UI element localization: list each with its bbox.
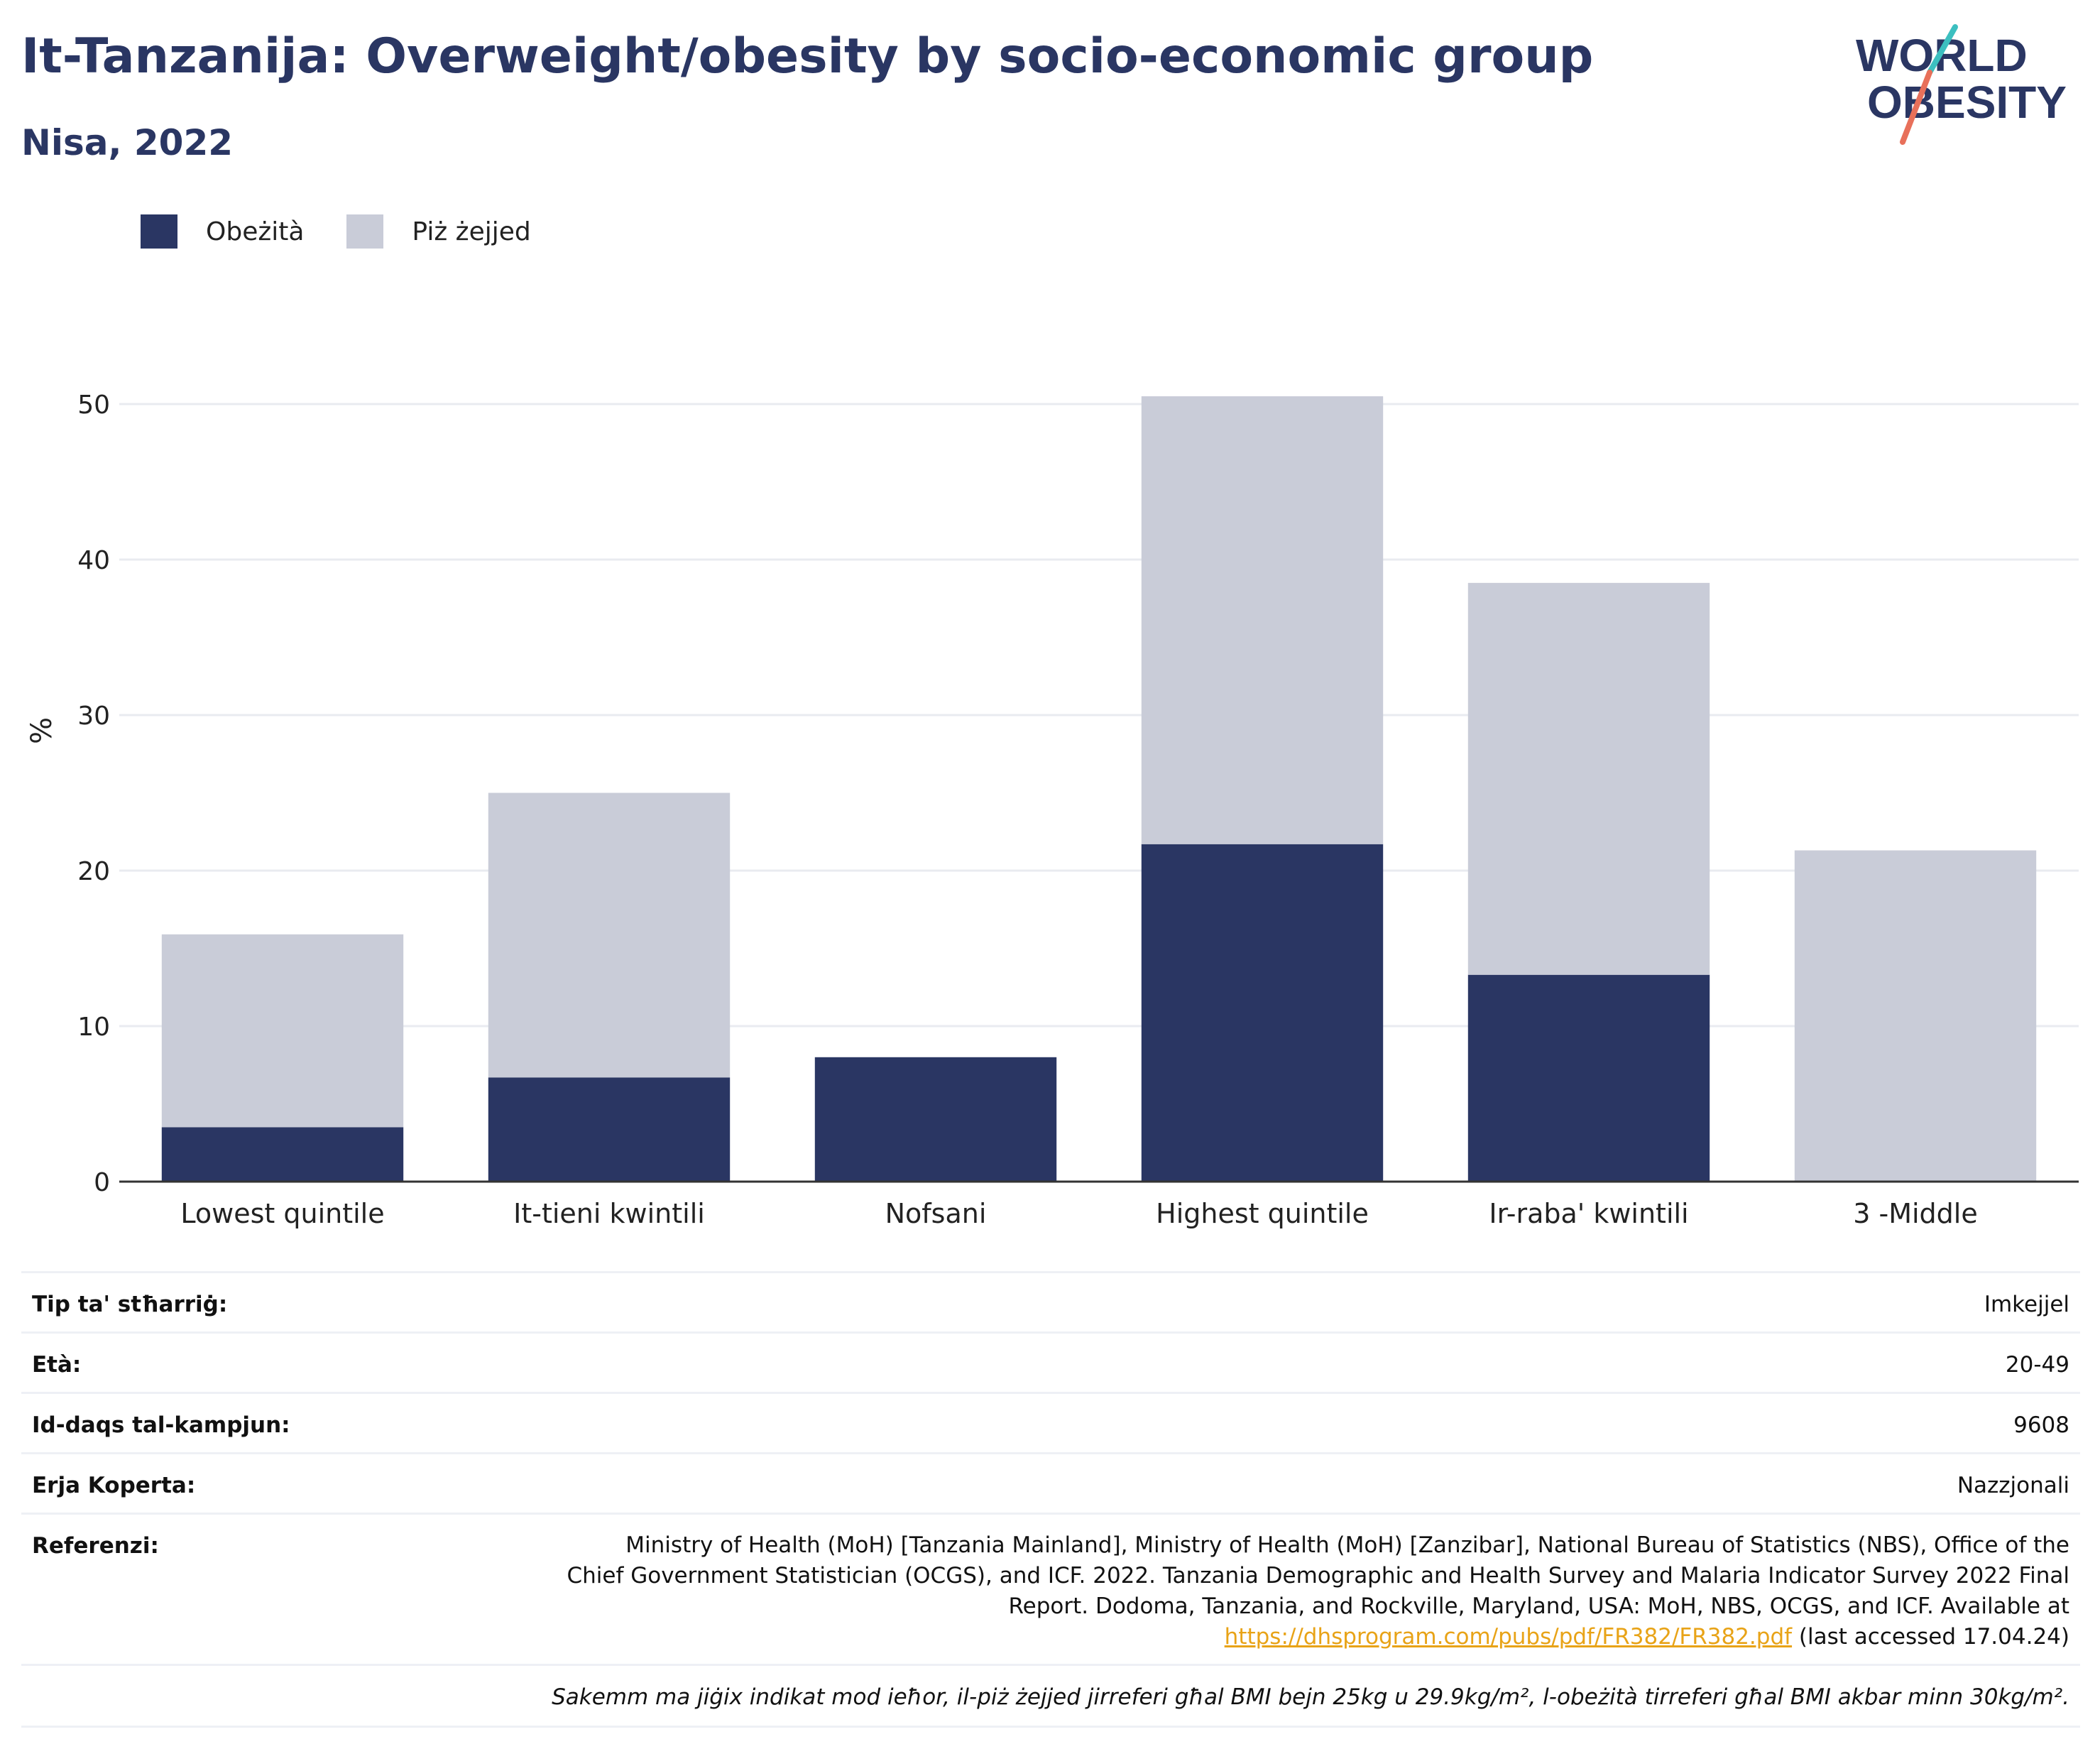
legend-label-obesity: Obeżità [206,217,305,246]
info-row-age: Età: 20-49 [21,1331,2080,1392]
x-tick-label: Lowest quintile [180,1198,384,1229]
page-subtitle: Nisa, 2022 [21,122,234,163]
x-tick-label: Ir-raba' kwintili [1489,1198,1688,1229]
info-table: Tip ta' stħarriġ: Imkejjel Età: 20-49 Id… [21,1271,2080,1728]
logo-accent-teal [1927,24,1958,75]
world-obesity-logo: WORLD OBESITY [1846,21,2087,149]
bar-overweight [1141,396,1384,844]
sample-size-value: 9608 [2013,1412,2069,1438]
sample-type-value: Imkejjel [1984,1292,2069,1317]
y-tick-label: 10 [77,1013,110,1042]
bar-obesity [488,1077,731,1182]
legend-swatch-obesity [141,214,177,249]
references-accessed: (last accessed 17.04.24) [1798,1624,2069,1650]
y-tick-label: 40 [77,546,110,575]
footnote-text: Sakemm ma jiġix indikat mod ieħor, il-pi… [552,1684,2069,1710]
x-tick-label: 3 -Middle [1853,1198,1978,1229]
y-tick-label: 50 [77,391,110,420]
bar-overweight [1794,850,2037,1182]
bar-overweight [488,792,731,1078]
legend-item-obesity: Obeżità [141,214,304,249]
sample-size-label: Id-daqs tal-kampjun: [32,1412,290,1438]
coverage-value: Nazzjonali [1957,1473,2069,1498]
references-text: Ministry of Health (MoH) [Tanzania Mainl… [567,1532,2069,1619]
bar-obesity [814,1057,1057,1182]
bar-overweight [1467,582,1710,975]
legend-label-overweight: Piż żejjed [412,217,531,246]
coverage-label: Erja Koperta: [32,1473,196,1498]
y-tick-label: 20 [77,857,110,886]
references-label: Referenzi: [32,1533,159,1559]
y-tick-label: 30 [77,702,110,731]
bar-obesity [1467,974,1710,1182]
sample-type-label: Tip ta' stħarriġ: [32,1292,228,1317]
info-row-footnote: Sakemm ma jiġix indikat mod ieħor, il-pi… [21,1664,2080,1728]
references-link[interactable]: https://dhsprogram.com/pubs/pdf/FR382/FR… [1224,1624,1793,1650]
legend-swatch-overweight [346,214,384,249]
info-row-sample-size: Id-daqs tal-kampjun: 9608 [21,1392,2080,1452]
info-row-coverage: Erja Koperta: Nazzjonali [21,1452,2080,1513]
chart-legend: Obeżità Piż żejjed [141,213,574,250]
x-tick-label: Highest quintile [1156,1198,1369,1229]
x-tick-label: It-tieni kwintili [513,1198,705,1229]
references-value: Ministry of Health (MoH) [Tanzania Mainl… [564,1530,2069,1652]
info-row-references: Referenzi: Ministry of Health (MoH) [Tan… [21,1513,2080,1664]
x-tick-label: Nofsani [885,1198,987,1229]
y-tick-label: 0 [94,1168,110,1197]
age-label: Età: [32,1352,82,1378]
legend-item-overweight: Piż żejjed [346,214,531,249]
logo-line-2: OBESITY [1867,77,2067,128]
stacked-bar-chart: 0 10 20 30 40 50% Lowest quintile It-tieni kwin… [26,391,2079,1229]
bar-obesity [161,1127,404,1182]
y-axis-title: % [26,717,58,744]
bar-overweight [161,934,404,1128]
age-value: 20-49 [2005,1352,2069,1378]
logo-accent-coral [1900,70,1932,145]
page-title: It-Tanzanija: Overweight/obesity by soci… [21,28,1594,85]
info-row-sample-type: Tip ta' stħarriġ: Imkejjel [21,1271,2080,1331]
bar-obesity [1141,844,1384,1182]
